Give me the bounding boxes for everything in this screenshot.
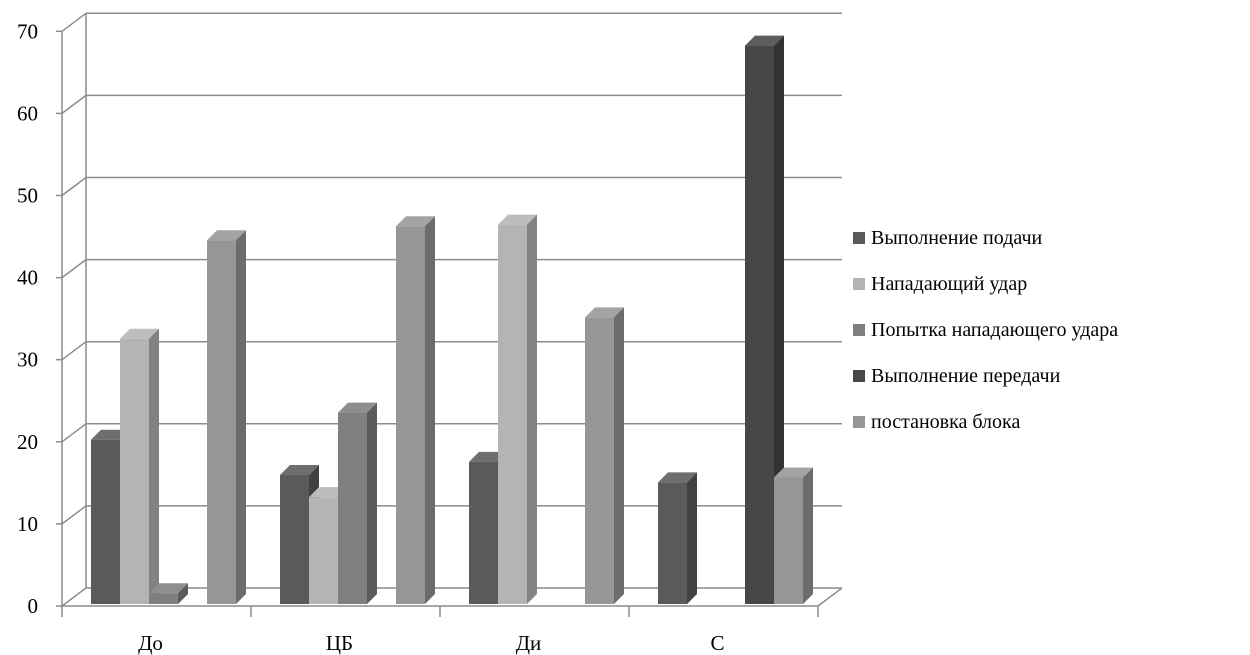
bar-front [309,497,338,604]
bar-front [396,226,425,605]
bar-front [585,317,614,604]
legend-item: Выполнение подачи [853,227,1042,249]
bar-top [280,464,319,475]
legend-item: Попытка нападающего удара [853,319,1118,341]
x-tick-label: С [710,631,724,655]
y-tick-label: 40 [17,266,38,290]
legend-item: Нападающий удар [853,273,1027,295]
bar [658,472,697,604]
legend-swatch [853,232,865,244]
x-tick-label: ЦБ [326,631,353,655]
axes [56,13,843,617]
bar-front [280,474,309,604]
bar [207,230,246,604]
bar-side [774,35,784,605]
legend-label: Нападающий удар [871,273,1027,295]
bar-side [614,307,624,604]
bar-side [803,467,813,604]
gridline-depth [61,94,87,115]
bar [774,467,813,604]
gridline-depth [61,423,87,443]
bars [91,35,813,605]
bar-top [745,35,784,46]
legend: Выполнение подачи Нападающий удар Попытка … [853,227,1118,433]
bar-front [338,412,367,604]
legend-label: Выполнение передачи [871,365,1061,387]
bar-side [178,583,188,604]
gridline-depth [61,259,87,279]
x-tick-label: Ди [516,631,542,655]
gridline-depth [61,12,87,32]
legend-swatch [853,370,865,382]
bar-top [338,402,377,413]
bar [149,583,188,604]
floor-edge [817,587,843,607]
bar [338,402,377,604]
bar [120,328,159,604]
bar-front [745,45,774,605]
bar-top [149,583,188,594]
bar [396,216,435,605]
legend-item: Выполнение передачи [853,365,1061,387]
y-tick-label: 30 [17,348,38,372]
bar [585,307,624,604]
y-tick-label: 0 [28,594,39,618]
bar-top [585,307,624,318]
bar-front [207,240,236,604]
bar-top [774,467,813,478]
bar-side [367,402,377,604]
bar [745,35,784,605]
y-tick-label: 70 [17,19,38,43]
y-tick-label: 20 [17,430,38,454]
gridline-depth [61,176,87,197]
gridlines [61,12,842,607]
bar-top [498,214,537,225]
y-tick-label: 60 [17,101,38,125]
bar-side [527,214,537,604]
bar-front [498,224,527,604]
legend-swatch [853,416,865,428]
gridline-depth [61,341,87,361]
legend-label: Попытка нападающего удара [871,319,1118,341]
bar-top [658,472,697,483]
bar-side [236,230,246,604]
axis-labels: 0 10 20 30 40 50 60 70 До ЦБ Ди С [17,19,725,655]
y-tick-label: 10 [17,512,38,536]
bar-side [425,216,435,605]
bar [498,214,537,604]
bar-side [687,472,697,604]
legend-swatch [853,324,865,336]
gridline-depth [61,505,87,525]
legend-item: постановка блока [853,411,1020,433]
bar-front [120,338,149,604]
bar-front [469,461,498,604]
gridline-depth [61,587,87,607]
bar-top [396,216,435,227]
bar-top [207,230,246,241]
x-tick-label: До [138,631,163,655]
bar-top [120,328,159,339]
legend-swatch [853,278,865,290]
y-tick-label: 50 [17,184,38,208]
legend-label: Выполнение подачи [871,227,1042,249]
bar-side [149,328,159,604]
bar-front [149,593,178,604]
bar-front [774,477,803,604]
bar-front [91,439,120,604]
bar-front [658,482,687,604]
legend-label: постановка блока [871,411,1020,433]
